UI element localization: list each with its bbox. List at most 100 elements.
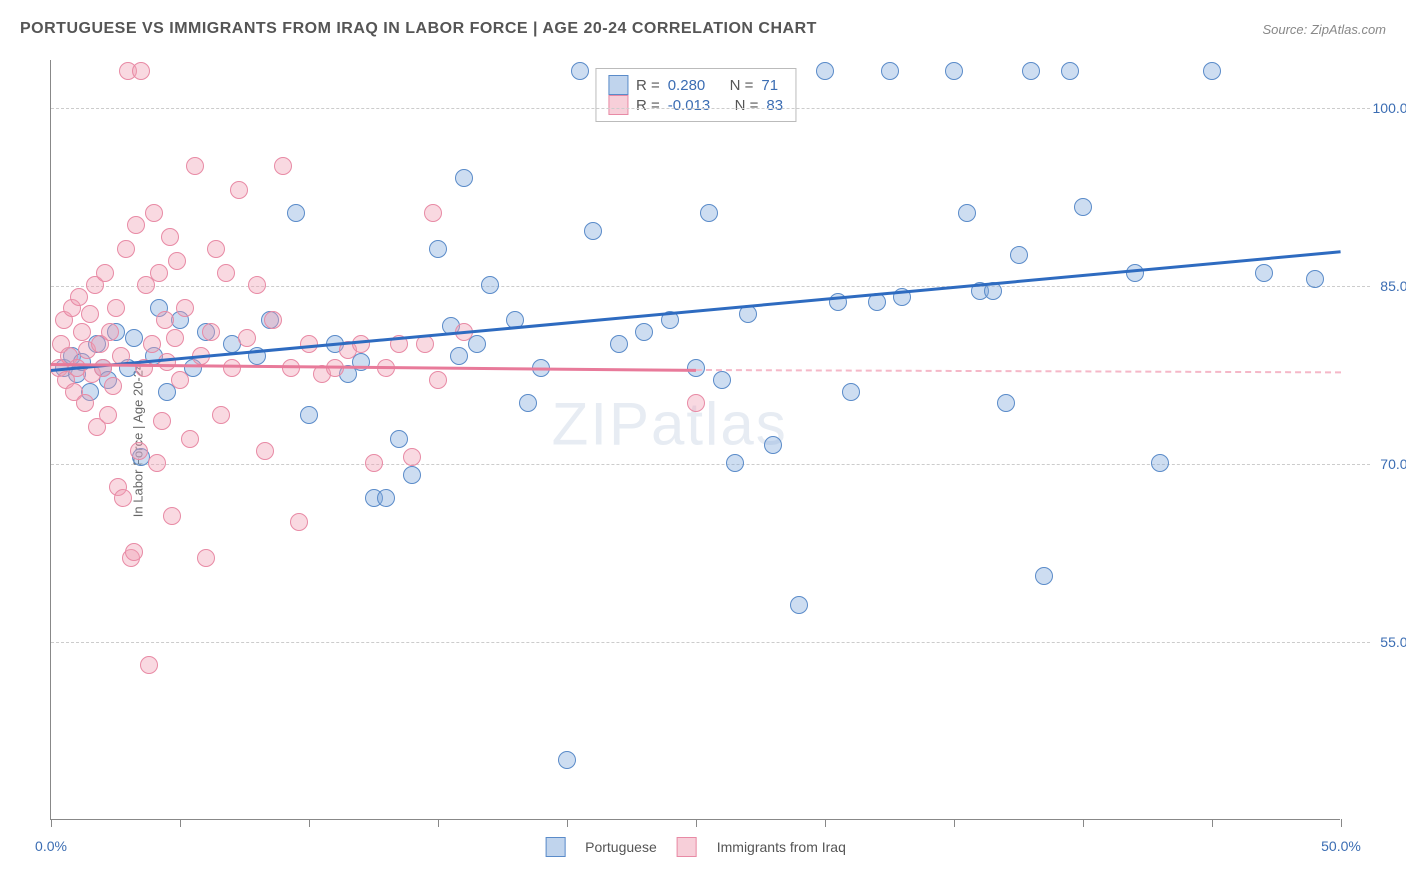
data-point <box>945 62 963 80</box>
data-point <box>450 347 468 365</box>
data-point <box>197 549 215 567</box>
data-point <box>365 454 383 472</box>
data-point <box>997 394 1015 412</box>
data-point <box>168 252 186 270</box>
xtick <box>825 819 826 827</box>
data-point <box>230 181 248 199</box>
data-point <box>1010 246 1028 264</box>
data-point <box>726 454 744 472</box>
r-value-blue: 0.280 <box>668 77 706 94</box>
ytick-label: 55.0% <box>1380 634 1406 650</box>
legend-label-portuguese: Portuguese <box>585 839 657 855</box>
series-legend: Portuguese Immigrants from Iraq <box>545 837 846 857</box>
xtick <box>1212 819 1213 827</box>
data-point <box>143 335 161 353</box>
n-value-pink: 83 <box>766 97 783 114</box>
gridline <box>51 642 1370 643</box>
n-label: N = <box>735 97 759 114</box>
legend-row-blue: R = 0.280 N = 71 <box>608 75 783 95</box>
data-point <box>1151 454 1169 472</box>
xtick <box>1083 819 1084 827</box>
gridline <box>51 108 1370 109</box>
data-point <box>145 204 163 222</box>
data-point <box>481 276 499 294</box>
data-point <box>130 442 148 460</box>
data-point <box>150 264 168 282</box>
swatch-pink-icon <box>608 95 628 115</box>
legend-label-iraq: Immigrants from Iraq <box>717 839 846 855</box>
data-point <box>290 513 308 531</box>
data-point <box>1074 198 1092 216</box>
chart-area: In Labor Force | Age 20-24 ZIPatlas R = … <box>50 60 1340 820</box>
data-point <box>212 406 230 424</box>
data-point <box>94 359 112 377</box>
ytick-label: 100.0% <box>1373 100 1406 116</box>
data-point <box>132 62 150 80</box>
data-point <box>140 656 158 674</box>
r-label: R = <box>636 77 660 94</box>
data-point <box>816 62 834 80</box>
data-point <box>176 299 194 317</box>
data-point <box>403 448 421 466</box>
data-point <box>171 371 189 389</box>
data-point <box>207 240 225 258</box>
data-point <box>76 394 94 412</box>
data-point <box>158 353 176 371</box>
data-point <box>790 596 808 614</box>
data-point <box>1306 270 1324 288</box>
data-point <box>125 543 143 561</box>
ytick-label: 85.0% <box>1380 278 1406 294</box>
data-point <box>377 489 395 507</box>
data-point <box>217 264 235 282</box>
data-point <box>519 394 537 412</box>
data-point <box>424 204 442 222</box>
data-point <box>125 329 143 347</box>
swatch-blue-icon <box>545 837 565 857</box>
data-point <box>73 323 91 341</box>
data-point <box>1126 264 1144 282</box>
data-point <box>99 406 117 424</box>
data-point <box>70 288 88 306</box>
data-point <box>584 222 602 240</box>
data-point <box>610 335 628 353</box>
xtick <box>51 819 52 827</box>
data-point <box>238 329 256 347</box>
data-point <box>202 323 220 341</box>
xtick-label: 0.0% <box>35 838 67 854</box>
data-point <box>571 62 589 80</box>
gridline <box>51 464 1370 465</box>
xtick <box>180 819 181 827</box>
swatch-pink-icon <box>677 837 697 857</box>
data-point <box>104 377 122 395</box>
r-value-pink: -0.013 <box>668 97 711 114</box>
data-point <box>1061 62 1079 80</box>
data-point <box>96 264 114 282</box>
ytick-label: 70.0% <box>1380 456 1406 472</box>
data-point <box>153 412 171 430</box>
data-point <box>166 329 184 347</box>
data-point <box>713 371 731 389</box>
xtick <box>309 819 310 827</box>
data-point <box>687 394 705 412</box>
data-point <box>764 436 782 454</box>
data-point <box>186 157 204 175</box>
xtick <box>1341 819 1342 827</box>
n-label: N = <box>730 77 754 94</box>
chart-title: PORTUGUESE VS IMMIGRANTS FROM IRAQ IN LA… <box>20 20 817 38</box>
data-point <box>416 335 434 353</box>
data-point <box>429 240 447 258</box>
data-point <box>274 157 292 175</box>
data-point <box>558 751 576 769</box>
data-point <box>352 335 370 353</box>
data-point <box>156 311 174 329</box>
data-point <box>114 489 132 507</box>
data-point <box>1035 567 1053 585</box>
data-point <box>1203 62 1221 80</box>
trendline-pink-dashed <box>696 369 1341 373</box>
data-point <box>881 62 899 80</box>
source-label: Source: ZipAtlas.com <box>1262 22 1386 37</box>
data-point <box>256 442 274 460</box>
data-point <box>739 305 757 323</box>
data-point <box>1022 62 1040 80</box>
data-point <box>429 371 447 389</box>
